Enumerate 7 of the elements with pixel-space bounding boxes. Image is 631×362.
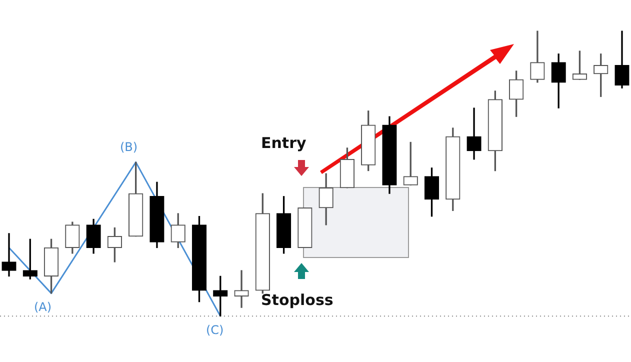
annotation: (A) <box>34 300 52 314</box>
candlestick <box>2 233 16 277</box>
annotation: Stoploss <box>261 291 334 309</box>
text: (C) <box>206 323 224 337</box>
annotation: Entry <box>261 134 306 152</box>
annotation: (B) <box>120 140 138 154</box>
candlestick <box>234 270 249 308</box>
